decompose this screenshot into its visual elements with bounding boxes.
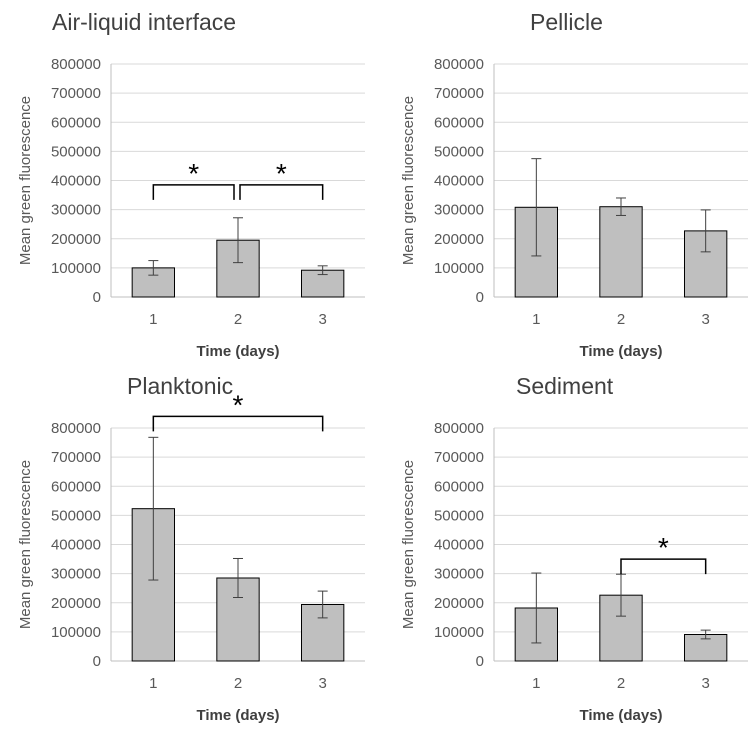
error-bar bbox=[531, 158, 542, 257]
chart-panel-1: Air-liquid interface 0 100000 200000 300000 4… bbox=[17, 9, 365, 360]
y-tick-label: 500000 bbox=[434, 507, 484, 524]
error-bar bbox=[317, 265, 328, 276]
y-tick-label: 400000 bbox=[51, 537, 101, 554]
significance-star: * bbox=[276, 158, 287, 189]
x-tick-label: 3 bbox=[318, 311, 326, 328]
error-bar bbox=[148, 436, 159, 581]
chart-title: Sediment bbox=[516, 373, 614, 399]
y-tick-label: 800000 bbox=[434, 56, 484, 73]
y-axis-title: Mean green fluorescence bbox=[17, 460, 34, 629]
x-tick-label: 3 bbox=[701, 311, 709, 328]
x-tick-label: 2 bbox=[617, 675, 625, 692]
y-axis-title: Mean green fluorescence bbox=[400, 96, 417, 265]
y-tick-label: 800000 bbox=[51, 56, 101, 73]
chart-title: Pellicle bbox=[530, 9, 603, 35]
y-tick-label: 400000 bbox=[434, 173, 484, 190]
y-tick-label: 200000 bbox=[51, 595, 101, 612]
y-tick-label: 300000 bbox=[51, 566, 101, 583]
y-tick-label: 600000 bbox=[434, 478, 484, 495]
y-tick-label: 700000 bbox=[434, 85, 484, 102]
x-tick-label: 2 bbox=[617, 311, 625, 328]
x-axis-title: Time (days) bbox=[579, 707, 662, 724]
x-axis-title: Time (days) bbox=[196, 343, 279, 360]
error-bar bbox=[700, 209, 711, 253]
significance-star: * bbox=[233, 389, 244, 420]
chart-title: Air-liquid interface bbox=[52, 9, 236, 35]
y-tick-label: 300000 bbox=[434, 566, 484, 583]
y-tick-label: 800000 bbox=[434, 420, 484, 437]
error-bar bbox=[233, 557, 243, 599]
x-tick-label: 3 bbox=[701, 675, 709, 692]
chart-panel-2: Pellicle 0 100000 200000 300000 400000 500000 6… bbox=[400, 9, 748, 360]
y-tick-label: 100000 bbox=[51, 624, 101, 641]
y-tick-label: 100000 bbox=[434, 260, 484, 277]
x-tick-label: 1 bbox=[532, 311, 540, 328]
y-tick-label: 600000 bbox=[51, 114, 101, 131]
significance-bracket bbox=[620, 558, 707, 575]
y-tick-label: 500000 bbox=[51, 143, 101, 160]
significance-bracket bbox=[152, 415, 324, 432]
y-tick-label: 0 bbox=[476, 289, 484, 306]
error-bar bbox=[317, 590, 328, 619]
error-bar bbox=[531, 572, 542, 644]
y-tick-label: 300000 bbox=[51, 202, 101, 219]
y-tick-label: 700000 bbox=[51, 449, 101, 466]
x-axis-title: Time (days) bbox=[196, 707, 279, 724]
y-tick-label: 0 bbox=[476, 653, 484, 670]
y-tick-label: 500000 bbox=[51, 507, 101, 524]
significance-bracket bbox=[152, 184, 235, 200]
error-bar bbox=[148, 260, 159, 276]
x-tick-label: 2 bbox=[234, 675, 242, 692]
y-tick-label: 300000 bbox=[434, 202, 484, 219]
significance-star: * bbox=[188, 158, 199, 189]
y-tick-label: 400000 bbox=[434, 537, 484, 554]
y-tick-label: 0 bbox=[93, 653, 101, 670]
y-tick-label: 100000 bbox=[434, 624, 484, 641]
y-tick-label: 500000 bbox=[434, 143, 484, 160]
significance-bracket bbox=[239, 184, 324, 200]
y-tick-label: 800000 bbox=[51, 420, 101, 437]
y-tick-label: 200000 bbox=[51, 231, 101, 248]
bar-day-2 bbox=[599, 206, 643, 298]
y-tick-label: 100000 bbox=[51, 260, 101, 277]
significance-star: * bbox=[658, 532, 669, 563]
error-bar bbox=[700, 629, 711, 640]
x-tick-label: 3 bbox=[318, 675, 326, 692]
y-tick-label: 200000 bbox=[434, 595, 484, 612]
y-tick-label: 200000 bbox=[434, 231, 484, 248]
chart-panel-3: Planktonic 0 100000 200000 300000 400000 50000… bbox=[17, 373, 365, 724]
y-axis-title: Mean green fluorescence bbox=[17, 96, 34, 265]
y-tick-label: 700000 bbox=[434, 449, 484, 466]
error-bar bbox=[233, 217, 243, 264]
x-tick-label: 2 bbox=[234, 311, 242, 328]
x-tick-label: 1 bbox=[532, 675, 540, 692]
chart-title: Planktonic bbox=[127, 373, 233, 399]
y-axis-title: Mean green fluorescence bbox=[400, 460, 417, 629]
error-bar bbox=[616, 573, 626, 617]
bar-day-3 bbox=[301, 269, 345, 298]
chart-panel-4: Sediment 0 100000 200000 300000 400000 500000 6… bbox=[400, 373, 748, 724]
y-tick-label: 700000 bbox=[51, 85, 101, 102]
y-tick-label: 0 bbox=[93, 289, 101, 306]
x-tick-label: 1 bbox=[149, 675, 157, 692]
y-tick-label: 600000 bbox=[434, 114, 484, 131]
x-tick-label: 1 bbox=[149, 311, 157, 328]
y-tick-label: 600000 bbox=[51, 478, 101, 495]
y-tick-label: 400000 bbox=[51, 173, 101, 190]
error-bar bbox=[616, 197, 626, 216]
bar-day-2 bbox=[216, 239, 260, 298]
x-axis-title: Time (days) bbox=[579, 343, 662, 360]
